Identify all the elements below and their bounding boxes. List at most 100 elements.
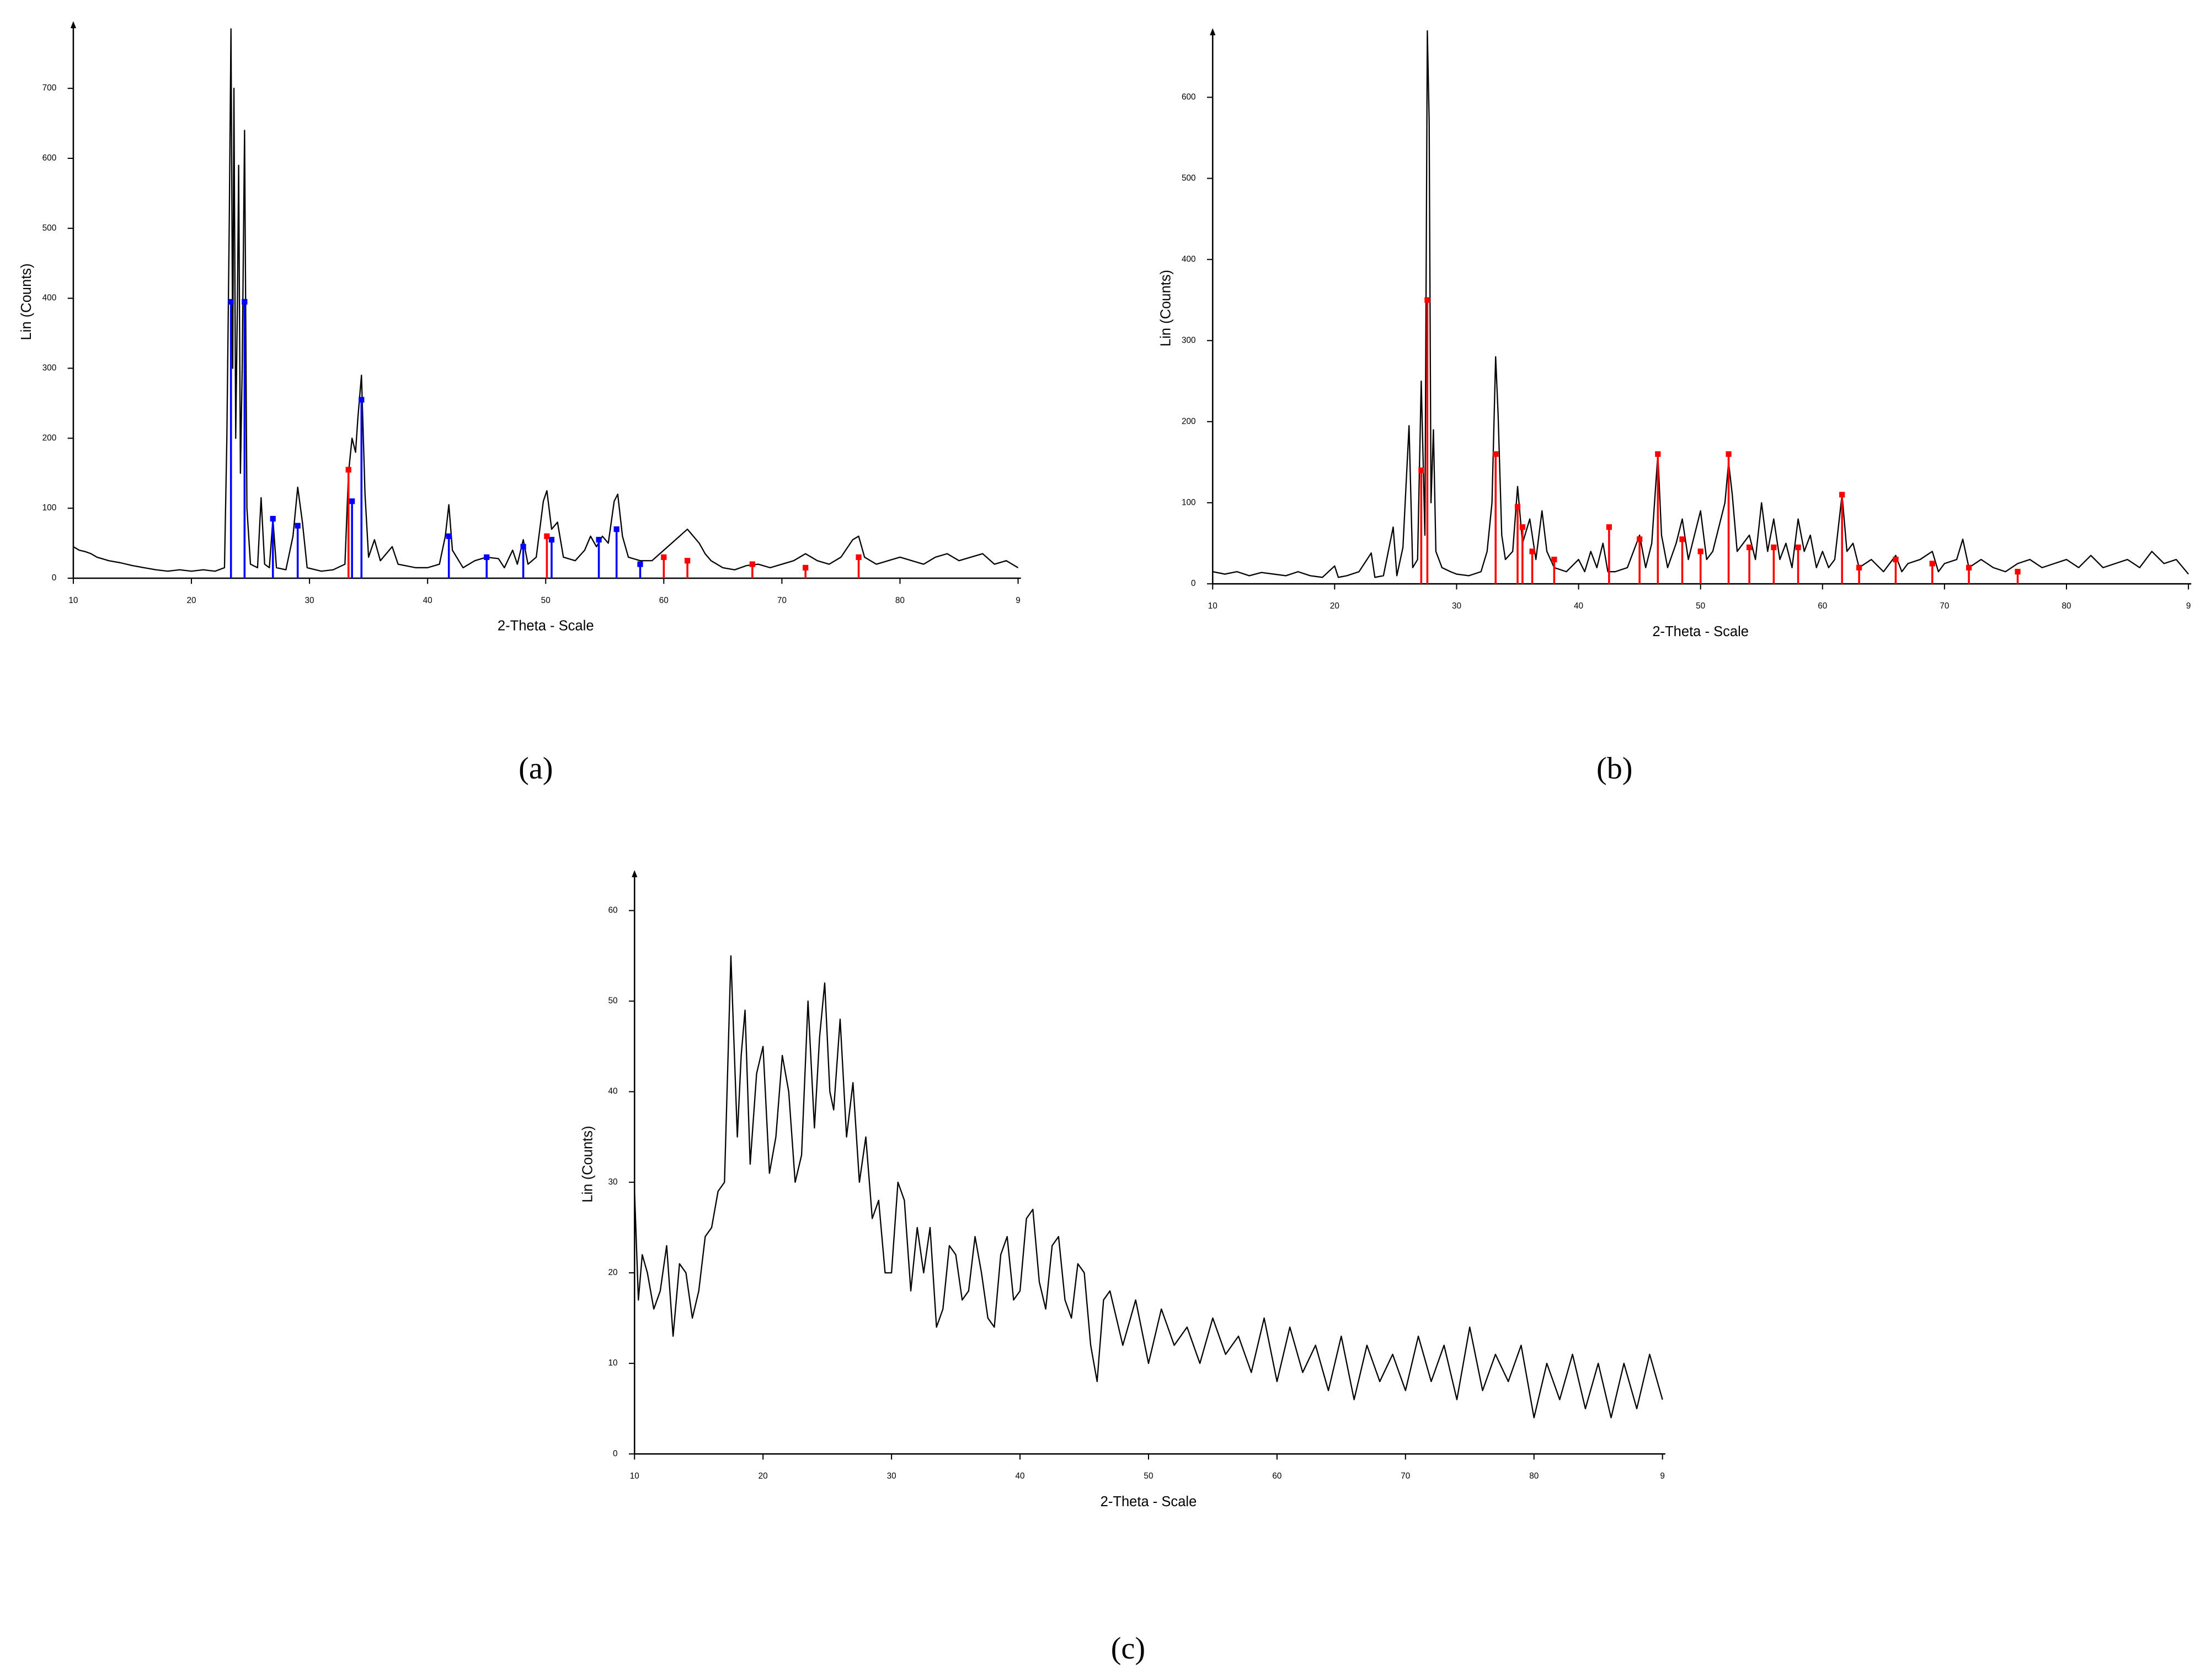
peak-marker — [446, 533, 452, 539]
peak-marker — [1529, 548, 1535, 554]
y-axis-title: Lin (Counts) — [19, 263, 34, 340]
y-tick-label: 400 — [1182, 254, 1196, 264]
peak-marker — [1418, 467, 1424, 473]
peak-marker — [349, 498, 355, 504]
x-tick-label: 20 — [186, 596, 196, 605]
peak-marker — [228, 298, 234, 305]
caption: (a) — [519, 751, 553, 786]
y-tick-label: 300 — [42, 364, 57, 373]
peak-marker — [1655, 451, 1661, 457]
peak-marker — [856, 554, 862, 561]
peak-marker — [1679, 536, 1685, 542]
y-tick-label: 40 — [608, 1087, 618, 1096]
y-tick-label: 200 — [1182, 417, 1196, 426]
peak-marker — [1726, 451, 1732, 457]
x-tick-label: 80 — [1529, 1471, 1539, 1481]
peak-marker — [1856, 564, 1862, 570]
y-axis-arrow — [632, 870, 638, 877]
x-tick-label: 30 — [305, 596, 314, 605]
pattern-line — [73, 28, 1019, 572]
peak-marker — [1795, 544, 1801, 551]
peak-marker — [1519, 524, 1525, 530]
x-tick-label: 9 — [1660, 1471, 1665, 1481]
peak-marker — [295, 522, 301, 529]
y-tick-label: 0 — [613, 1449, 618, 1458]
x-tick-label: 10 — [68, 596, 78, 605]
peak-marker — [484, 554, 490, 561]
peak-marker — [2015, 569, 2021, 575]
y-tick-label: 100 — [1182, 498, 1196, 507]
peak-marker — [684, 558, 691, 564]
y-tick-label: 60 — [608, 905, 618, 915]
peak-marker — [661, 554, 667, 561]
x-tick-label: 50 — [1144, 1471, 1153, 1481]
peak-marker — [1893, 556, 1899, 563]
x-tick-label: 9 — [1016, 596, 1021, 605]
y-tick-label: 50 — [608, 996, 618, 1006]
x-tick-label: 20 — [1330, 601, 1339, 611]
peak-marker — [637, 561, 643, 567]
peak-marker — [596, 537, 602, 543]
chart: 10 20 30 40 50 60 70 80 901002003004005006002-Th… — [1158, 28, 2192, 786]
peak-marker — [1606, 524, 1612, 530]
peak-marker — [544, 533, 550, 539]
y-tick-label: 600 — [42, 153, 57, 163]
peak-marker — [1747, 544, 1753, 551]
peak-marker — [345, 467, 351, 473]
x-tick-label: 60 — [1272, 1471, 1281, 1481]
y-tick-label: 0 — [1191, 579, 1196, 588]
x-tick-label: 40 — [1016, 1471, 1025, 1481]
peak-marker — [1697, 548, 1703, 554]
y-axis-arrow — [70, 21, 77, 29]
peak-marker — [359, 397, 365, 403]
y-tick-label: 500 — [42, 223, 57, 233]
y-tick-label: 400 — [42, 294, 57, 303]
y-tick-label: 10 — [608, 1358, 618, 1368]
x-tick-label: 70 — [1940, 601, 1949, 611]
x-tick-label: 60 — [1818, 601, 1827, 611]
peak-marker — [1929, 561, 1935, 567]
peak-marker — [749, 561, 755, 567]
peak-marker — [1424, 297, 1430, 303]
x-tick-label: 70 — [1401, 1471, 1410, 1481]
x-tick-label: 50 — [541, 596, 551, 605]
y-tick-label: 0 — [52, 573, 57, 583]
x-tick-label: 50 — [1696, 601, 1705, 611]
peak-marker — [548, 537, 555, 543]
x-axis-title: 2-Theta - Scale — [498, 618, 594, 634]
peak-marker — [520, 543, 526, 550]
peak-marker — [1771, 544, 1777, 551]
y-tick-label: 500 — [1182, 173, 1196, 183]
x-tick-label: 20 — [759, 1471, 768, 1481]
y-tick-label: 600 — [1182, 92, 1196, 102]
y-axis-arrow — [1210, 28, 1216, 35]
x-tick-label: 9 — [2186, 601, 2191, 611]
y-tick-label: 300 — [1182, 335, 1196, 345]
x-axis-title: 2-Theta - Scale — [1101, 1494, 1197, 1510]
x-tick-label: 10 — [630, 1471, 639, 1481]
peak-marker — [1493, 451, 1499, 457]
peak-marker — [1637, 536, 1643, 542]
x-tick-label: 30 — [1452, 601, 1461, 611]
peak-marker — [613, 526, 619, 532]
y-axis-title: Lin (Counts) — [580, 1126, 596, 1202]
peak-marker — [1839, 492, 1845, 498]
y-tick-label: 30 — [608, 1177, 618, 1187]
y-tick-label: 20 — [608, 1268, 618, 1277]
x-tick-label: 80 — [2062, 601, 2071, 611]
pattern-line — [1213, 30, 2189, 578]
peak-marker — [1551, 556, 1557, 563]
x-tick-label: 30 — [887, 1471, 896, 1481]
x-tick-label: 40 — [423, 596, 432, 605]
peak-marker — [1514, 504, 1521, 510]
peak-marker — [803, 564, 809, 571]
y-tick-label: 200 — [42, 433, 57, 442]
pattern-line — [634, 955, 1663, 1418]
y-tick-label: 100 — [42, 503, 57, 513]
peak-marker — [242, 298, 248, 305]
chart: 10 20 30 40 50 60 70 80 901002003004005006007002… — [19, 21, 1021, 786]
x-tick-label: 60 — [659, 596, 669, 605]
peak-marker — [1966, 564, 1972, 570]
